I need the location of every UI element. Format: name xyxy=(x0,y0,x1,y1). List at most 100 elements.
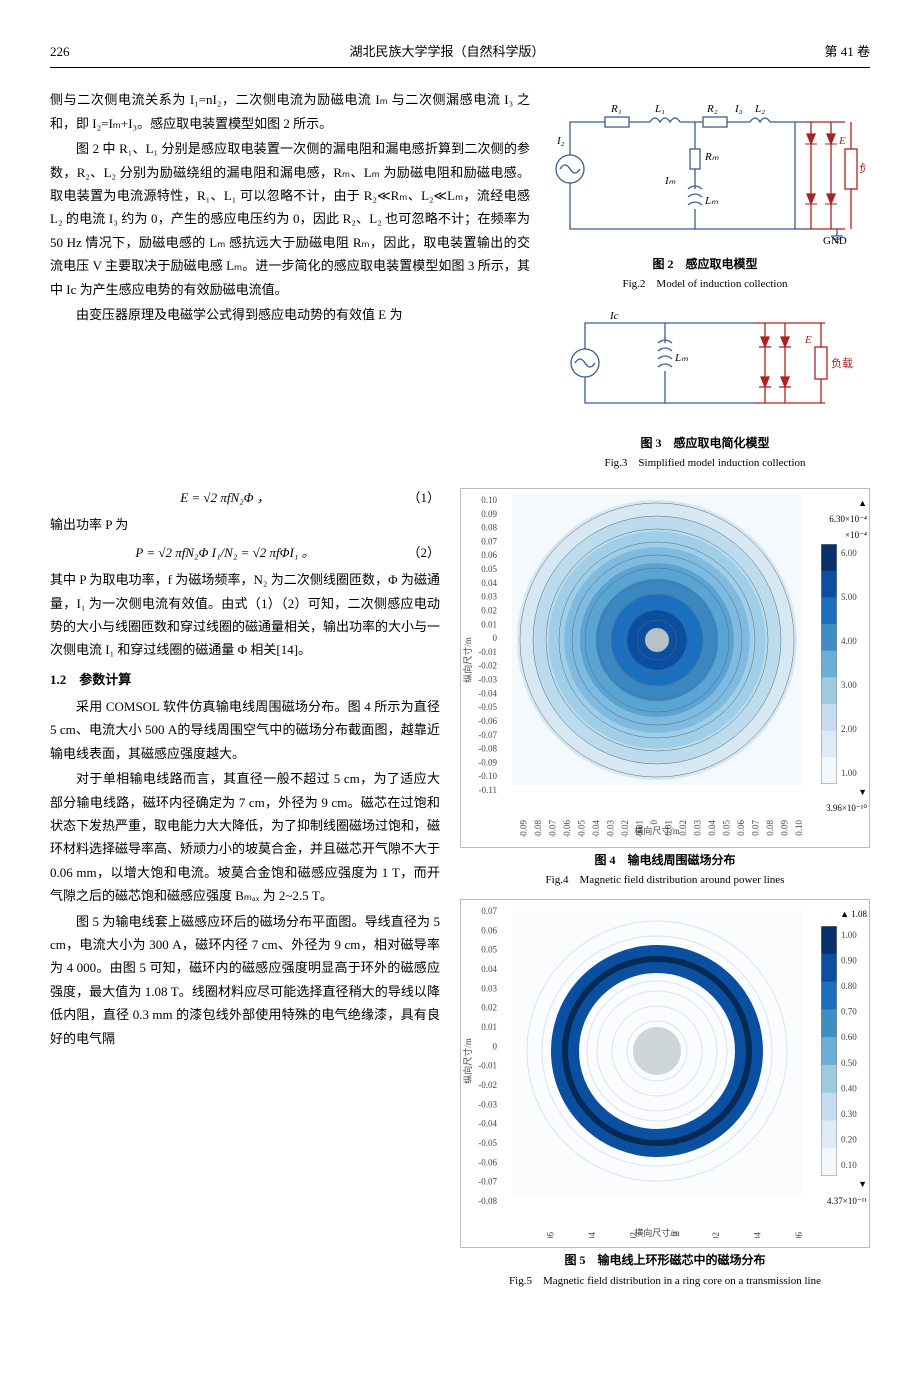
fig5-plot xyxy=(512,906,802,1196)
svg-text:0: 0 xyxy=(649,820,659,825)
fig5-xaxis: -0.08-0.06-0.04-0.0200.020.040.06 横向尺寸/m xyxy=(512,1204,802,1238)
figure-5: 纵向尺寸/m -0.08-0.07-0.06-0.05-0.04-0.03-0.… xyxy=(460,899,870,1291)
svg-text:1.00: 1.00 xyxy=(841,768,857,778)
fig4-colorbar xyxy=(821,544,837,784)
fig5-colorbar xyxy=(821,926,837,1176)
svg-text:-0.04: -0.04 xyxy=(478,688,497,698)
svg-text:横向尺寸/m: 横向尺寸/m xyxy=(634,825,680,836)
svg-text:0.02: 0.02 xyxy=(481,605,497,615)
svg-text:0.06: 0.06 xyxy=(736,820,746,836)
svg-text:I₂: I₂ xyxy=(556,135,565,147)
svg-text:0.09: 0.09 xyxy=(780,820,790,836)
svg-text:0.05: 0.05 xyxy=(481,564,497,574)
svg-text:0.30: 0.30 xyxy=(841,1109,857,1119)
svg-text:0: 0 xyxy=(493,1041,498,1051)
svg-text:-0.08: -0.08 xyxy=(512,1231,514,1237)
fig2-svg: R₁ L₁ R₂ I₃ L₂ I₂ Rₘ Iₘ Lₘ E 负载 GND xyxy=(545,94,865,244)
svg-text:负载: 负载 xyxy=(859,161,865,175)
svg-text:0.04: 0.04 xyxy=(481,964,497,974)
svg-text:-0.02: -0.02 xyxy=(478,1080,497,1090)
svg-text:E: E xyxy=(838,135,846,147)
fig5-cbar-max: ▲ 1.08 xyxy=(821,906,867,922)
svg-text:-0.08: -0.08 xyxy=(478,1196,497,1206)
para-7: 对于单相输电线路而言，其直径一般不超过 5 cm，为了适应大部分输电线路，磁环内… xyxy=(50,767,440,907)
svg-text:0.80: 0.80 xyxy=(841,981,857,991)
svg-text:6.00: 6.00 xyxy=(841,548,857,558)
figure-4: 纵向尺寸/m -0.11-0.10-0.09-0.08-0.07-0.06-0.… xyxy=(460,488,870,891)
svg-text:0.09: 0.09 xyxy=(481,509,497,519)
svg-text:0.90: 0.90 xyxy=(841,956,857,966)
svg-text:0: 0 xyxy=(493,633,498,643)
svg-text:0.01: 0.01 xyxy=(481,1022,497,1032)
svg-text:-0.08: -0.08 xyxy=(478,744,497,754)
svg-text:I₃: I₃ xyxy=(734,103,743,115)
fig4-cbar-min: ▼ 3.96×10⁻¹⁰ xyxy=(821,784,867,816)
svg-text:-0.07: -0.07 xyxy=(478,1177,497,1187)
svg-text:0.06: 0.06 xyxy=(794,1231,802,1238)
svg-text:0.03: 0.03 xyxy=(693,820,703,836)
svg-text:0.10: 0.10 xyxy=(794,820,802,836)
svg-text:-0.04: -0.04 xyxy=(591,820,601,837)
svg-text:0.08: 0.08 xyxy=(481,523,497,533)
svg-text:-0.02: -0.02 xyxy=(620,820,630,837)
svg-text:0.04: 0.04 xyxy=(707,820,717,836)
eq2-number: （2） xyxy=(400,541,440,564)
para-8: 图 5 为输电线套上磁感应环后的磁场分布平面图。导线直径为 5 cm，电流大小为… xyxy=(50,910,440,1050)
page-header: 226 湖北民族大学学报（自然科学版） 第 41 卷 xyxy=(50,40,870,68)
svg-text:-0.04: -0.04 xyxy=(587,1231,597,1237)
equation-2: P = √2 πfN₂Φ I₁/N₂ = √2 πfΦI₁ 。 xyxy=(50,541,400,564)
fig4-caption-cn: 图 4 输电线周围磁场分布 xyxy=(460,850,870,872)
svg-text:0.02: 0.02 xyxy=(481,1003,497,1013)
svg-text:GND: GND xyxy=(823,235,847,244)
svg-text:E: E xyxy=(804,334,812,346)
fig5-caption-en: Fig.5 Magnetic field distribution in a r… xyxy=(460,1272,870,1292)
fig4-caption-en: Fig.4 Magnetic field distribution around… xyxy=(460,871,870,891)
svg-text:-0.07: -0.07 xyxy=(548,820,558,837)
fig4-cbar-max: ▲ 6.30×10⁻⁴ xyxy=(821,495,867,527)
svg-text:-0.03: -0.03 xyxy=(478,674,497,684)
svg-text:-0.01: -0.01 xyxy=(478,1061,497,1071)
volume: 第 41 卷 xyxy=(824,40,870,63)
fig5-cbar-min: ▼ 4.37×10⁻¹¹ xyxy=(821,1176,867,1208)
svg-text:-0.05: -0.05 xyxy=(478,702,497,712)
svg-text:-0.05: -0.05 xyxy=(478,1138,497,1148)
svg-text:-0.08: -0.08 xyxy=(533,820,543,837)
svg-text:-0.06: -0.06 xyxy=(478,716,497,726)
eq1-number: （1） xyxy=(400,486,440,509)
svg-text:0.03: 0.03 xyxy=(481,983,497,993)
svg-text:Lₘ: Lₘ xyxy=(704,195,718,207)
fig4-plot xyxy=(512,495,802,785)
figure-2: R₁ L₁ R₂ I₃ L₂ I₂ Rₘ Iₘ Lₘ E 负载 GND 图 2 … xyxy=(540,94,870,295)
section-1-2: 1.2 参数计算 xyxy=(50,668,440,691)
svg-text:0.01: 0.01 xyxy=(481,619,497,629)
fig5-caption-cn: 图 5 输电线上环形磁芯中的磁场分布 xyxy=(460,1250,870,1272)
svg-text:0.40: 0.40 xyxy=(841,1084,857,1094)
svg-text:-0.03: -0.03 xyxy=(478,1099,497,1109)
equation-1: E = √2 πfN₂Φ ， xyxy=(50,486,400,509)
para-5: 其中 P 为取电功率，f 为磁场频率，N₂ 为二次侧线圈匝数，Φ 为磁通量，I₁… xyxy=(50,568,440,662)
svg-text:R₂: R₂ xyxy=(706,103,718,115)
fig4-xaxis: -0.10-0.09-0.08-0.07-0.06-0.05-0.04-0.03… xyxy=(512,792,802,837)
svg-text:2.00: 2.00 xyxy=(841,724,857,734)
svg-text:-0.10: -0.10 xyxy=(478,771,497,781)
svg-text:-0.11: -0.11 xyxy=(479,785,497,795)
para-4: 输出功率 P 为 xyxy=(50,513,440,536)
fig4-yaxis: 纵向尺寸/m -0.11-0.10-0.09-0.08-0.07-0.06-0.… xyxy=(463,495,501,825)
svg-text:-0.06: -0.06 xyxy=(478,1157,497,1167)
page-number: 226 xyxy=(50,40,70,63)
fig2-caption-cn: 图 2 感应取电模型 xyxy=(540,254,870,276)
svg-text:0.02: 0.02 xyxy=(711,1232,721,1238)
svg-text:0.03: 0.03 xyxy=(481,592,497,602)
svg-text:4.00: 4.00 xyxy=(841,636,857,646)
svg-text:0.20: 0.20 xyxy=(841,1135,857,1145)
svg-text:0.50: 0.50 xyxy=(841,1058,857,1068)
svg-text:0.05: 0.05 xyxy=(481,945,497,955)
svg-text:0.06: 0.06 xyxy=(481,925,497,935)
left-column: E = √2 πfN₂Φ ， （1） 输出功率 P 为 P = √2 πfN₂Φ… xyxy=(50,482,440,1299)
fig5-yaxis: 纵向尺寸/m -0.08-0.07-0.06-0.05-0.04-0.03-0.… xyxy=(463,906,501,1216)
svg-text:-0.03: -0.03 xyxy=(606,820,616,837)
journal-title: 湖北民族大学学报（自然科学版） xyxy=(70,40,825,63)
fig3-caption-cn: 图 3 感应取电简化模型 xyxy=(540,433,870,455)
svg-text:0.05: 0.05 xyxy=(722,820,732,836)
svg-text:-0.01: -0.01 xyxy=(478,647,497,657)
